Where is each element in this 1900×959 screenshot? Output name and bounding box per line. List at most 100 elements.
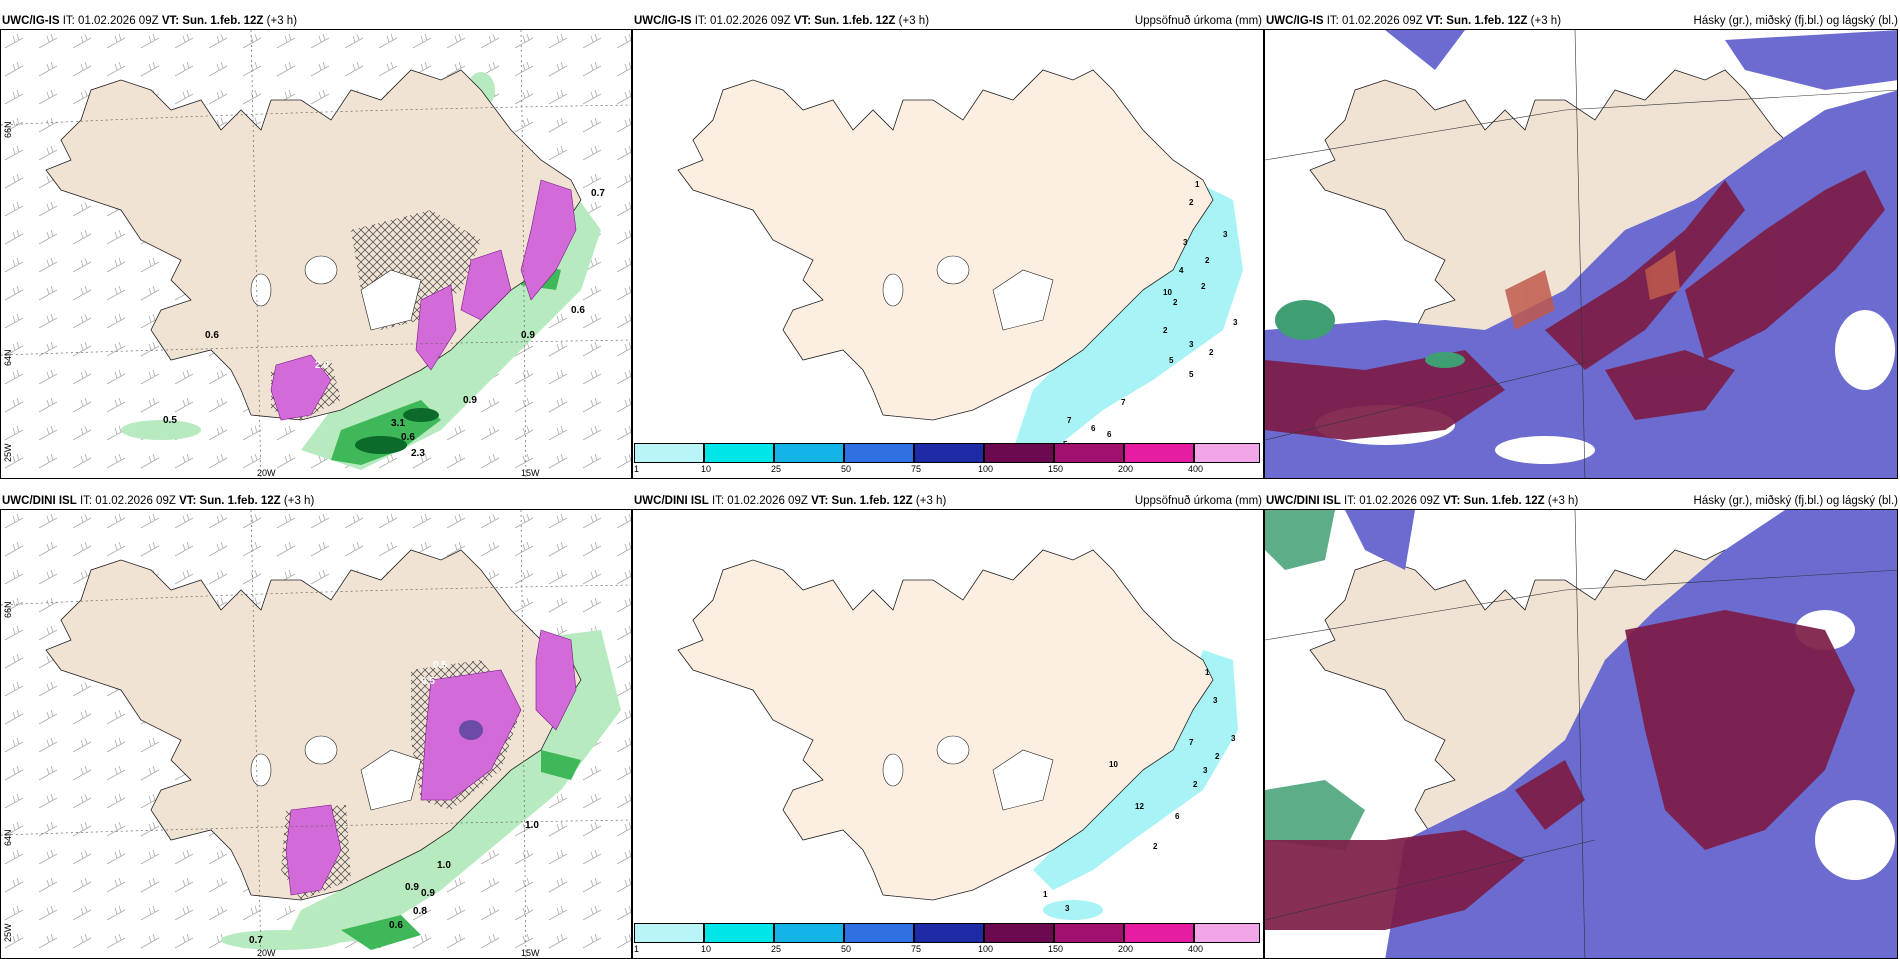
colorbar-cell bbox=[774, 923, 844, 943]
lat-label-64n: 64N bbox=[3, 829, 13, 846]
precip-value: 6 bbox=[1107, 430, 1112, 439]
colorbar-tick: 1 bbox=[634, 944, 640, 954]
lon-label-25w: 25W bbox=[3, 923, 13, 942]
precip-value: 7 bbox=[1067, 416, 1072, 425]
precip-value: 0.6 bbox=[401, 432, 415, 443]
precip-green bbox=[341, 750, 581, 950]
colorbar-tick: 10 bbox=[701, 944, 712, 954]
map-frame: 1 3 3 2 3 7 2 6 2 1 3 10 12 bbox=[632, 509, 1264, 959]
cloud-map bbox=[1265, 30, 1897, 478]
colorbar-tick: 400 bbox=[1188, 944, 1204, 954]
panel-title: UWC/IG-IS IT: 01.02.2026 09Z VT: Sun. 1.… bbox=[1266, 15, 1562, 27]
cloud-map bbox=[1265, 510, 1897, 958]
precip-value: 4 bbox=[1179, 266, 1184, 275]
panel-right-title: Hásky (gr.), miðský (fj.bl.) og lágský (… bbox=[1693, 495, 1898, 507]
precip-purple-core bbox=[459, 720, 483, 740]
colorbar-tick: 150 bbox=[1048, 464, 1064, 474]
precip-value: 5 bbox=[1189, 370, 1194, 379]
precip-value: 2 bbox=[1201, 282, 1206, 291]
precip-value: 12 bbox=[1135, 802, 1144, 811]
colorbar-cell bbox=[1124, 923, 1194, 943]
lat-label-64n: 64N bbox=[3, 349, 13, 366]
colorbar-tick: 200 bbox=[1118, 464, 1134, 474]
map-frame: 66N 64N 25W 20W 15W 0.6 2.0 0.5 3.1 0.6 … bbox=[0, 29, 632, 479]
precip-value: 0.6 bbox=[205, 330, 219, 341]
colorbar-cell bbox=[984, 443, 1054, 463]
low-cloud bbox=[1265, 510, 1365, 850]
panel-title: UWC/DINI ISL IT: 01.02.2026 09Z VT: Sun.… bbox=[634, 495, 947, 507]
precip-value: 2 bbox=[1173, 298, 1178, 307]
precip-value: 0.5 bbox=[163, 415, 177, 426]
mid-cloud-light bbox=[1505, 250, 1680, 330]
colorbar-tick: 75 bbox=[911, 464, 922, 474]
colorbar-tick: 150 bbox=[1048, 944, 1064, 954]
precip-value: 3 bbox=[1213, 696, 1218, 705]
graticule bbox=[1265, 30, 1897, 478]
precip-value: 0.6 bbox=[571, 305, 585, 316]
precip-colorbar: 1 10 25 50 75 100 150 200 400 bbox=[634, 923, 1260, 959]
colorbar-tick: 25 bbox=[771, 944, 782, 954]
panel-title: UWC/IG-IS IT: 01.02.2026 09Z VT: Sun. 1.… bbox=[634, 15, 930, 27]
map-frame bbox=[1264, 509, 1898, 959]
precip-value: 3 bbox=[1231, 734, 1236, 743]
colorbar-tick: 1 bbox=[634, 464, 640, 474]
colorbar-cell bbox=[1194, 923, 1260, 943]
graticule bbox=[1, 510, 631, 958]
panel-right-title: Hásky (gr.), miðský (fj.bl.) og lágský (… bbox=[1693, 15, 1898, 27]
iceland-land bbox=[677, 549, 1214, 901]
panel-dini-precip: UWC/DINI ISL IT: 01.02.2026 09Z VT: Sun.… bbox=[632, 495, 1264, 959]
precip-value: 2 bbox=[1209, 348, 1214, 357]
precip-value: 1 bbox=[1205, 668, 1210, 677]
precip-colorbar: 1 10 25 50 75 100 150 200 400 bbox=[634, 443, 1260, 479]
iceland-land bbox=[677, 69, 1214, 421]
colorbar-cell bbox=[1054, 443, 1124, 463]
wind-precip-map bbox=[1, 510, 631, 958]
accum-precip-map bbox=[633, 30, 1263, 478]
precip-value: 3 bbox=[1233, 318, 1238, 327]
colorbar-tick: 50 bbox=[841, 944, 852, 954]
panel-right-title: Uppsöfnuð úrkoma (mm) bbox=[1134, 15, 1262, 27]
precip-value: 2.3 bbox=[411, 448, 425, 459]
precip-value: 2 bbox=[1189, 198, 1194, 207]
precip-value: 1.0 bbox=[525, 820, 539, 831]
wind-precip-map bbox=[1, 30, 631, 478]
colorbar-tick: 50 bbox=[841, 464, 852, 474]
map-frame: 1 2 3 2 3 4 2 2 3 2 3 5 5 2 7 7 6 6 5 10 bbox=[632, 29, 1264, 479]
precip-value: 0.7 bbox=[249, 935, 263, 946]
panel-dini-clouds: UWC/DINI ISL IT: 01.02.2026 09Z VT: Sun.… bbox=[1264, 495, 1900, 959]
panel-title: UWC/DINI ISL IT: 01.02.2026 09Z VT: Sun.… bbox=[2, 495, 315, 507]
colorbar-cell bbox=[1194, 443, 1260, 463]
precip-value: 2 bbox=[1193, 780, 1198, 789]
panel-title: UWC/IG-IS IT: 01.02.2026 09Z VT: Sun. 1.… bbox=[2, 15, 298, 27]
precip-value: 3 bbox=[1065, 904, 1070, 913]
panel-ig-is-wind: UWC/IG-IS IT: 01.02.2026 09Z VT: Sun. 1.… bbox=[0, 15, 632, 479]
low-cloud bbox=[1275, 300, 1465, 368]
colorbar-cell bbox=[634, 923, 704, 943]
colorbar-cell bbox=[634, 443, 704, 463]
colorbar-cell bbox=[704, 443, 774, 463]
colorbar-cell bbox=[1054, 923, 1124, 943]
colorbar-cell bbox=[984, 923, 1054, 943]
precip-value: 0.9 bbox=[421, 888, 435, 899]
graticule bbox=[1, 30, 631, 478]
panel-title: UWC/DINI ISL IT: 01.02.2026 09Z VT: Sun.… bbox=[1266, 495, 1579, 507]
panel-dini-wind: UWC/DINI ISL IT: 01.02.2026 09Z VT: Sun.… bbox=[0, 495, 632, 959]
colorbar-tick: 10 bbox=[701, 464, 712, 474]
colorbar-cell bbox=[844, 923, 914, 943]
panel-ig-is-clouds: UWC/IG-IS IT: 01.02.2026 09Z VT: Sun. 1.… bbox=[1264, 15, 1900, 479]
precip-value: 0.5 bbox=[421, 676, 435, 687]
precip-value: 0.8 bbox=[413, 906, 427, 917]
precip-value: 2.0 bbox=[315, 360, 329, 371]
glaciers bbox=[882, 255, 1054, 331]
lat-label-66n: 66N bbox=[3, 601, 13, 618]
precip-value: 3 bbox=[1203, 766, 1208, 775]
panel-ig-is-precip: UWC/IG-IS IT: 01.02.2026 09Z VT: Sun. 1.… bbox=[632, 15, 1264, 479]
mid-cloud bbox=[1265, 610, 1855, 930]
precip-value: 3 bbox=[1223, 230, 1228, 239]
precip-value: 3.1 bbox=[391, 418, 405, 429]
precip-value: 0.7 bbox=[591, 188, 605, 199]
colorbar-cell bbox=[704, 923, 774, 943]
precip-value: 2 bbox=[1153, 842, 1158, 851]
precip-value: 3 bbox=[1183, 238, 1188, 247]
colorbar-tick: 100 bbox=[978, 944, 994, 954]
